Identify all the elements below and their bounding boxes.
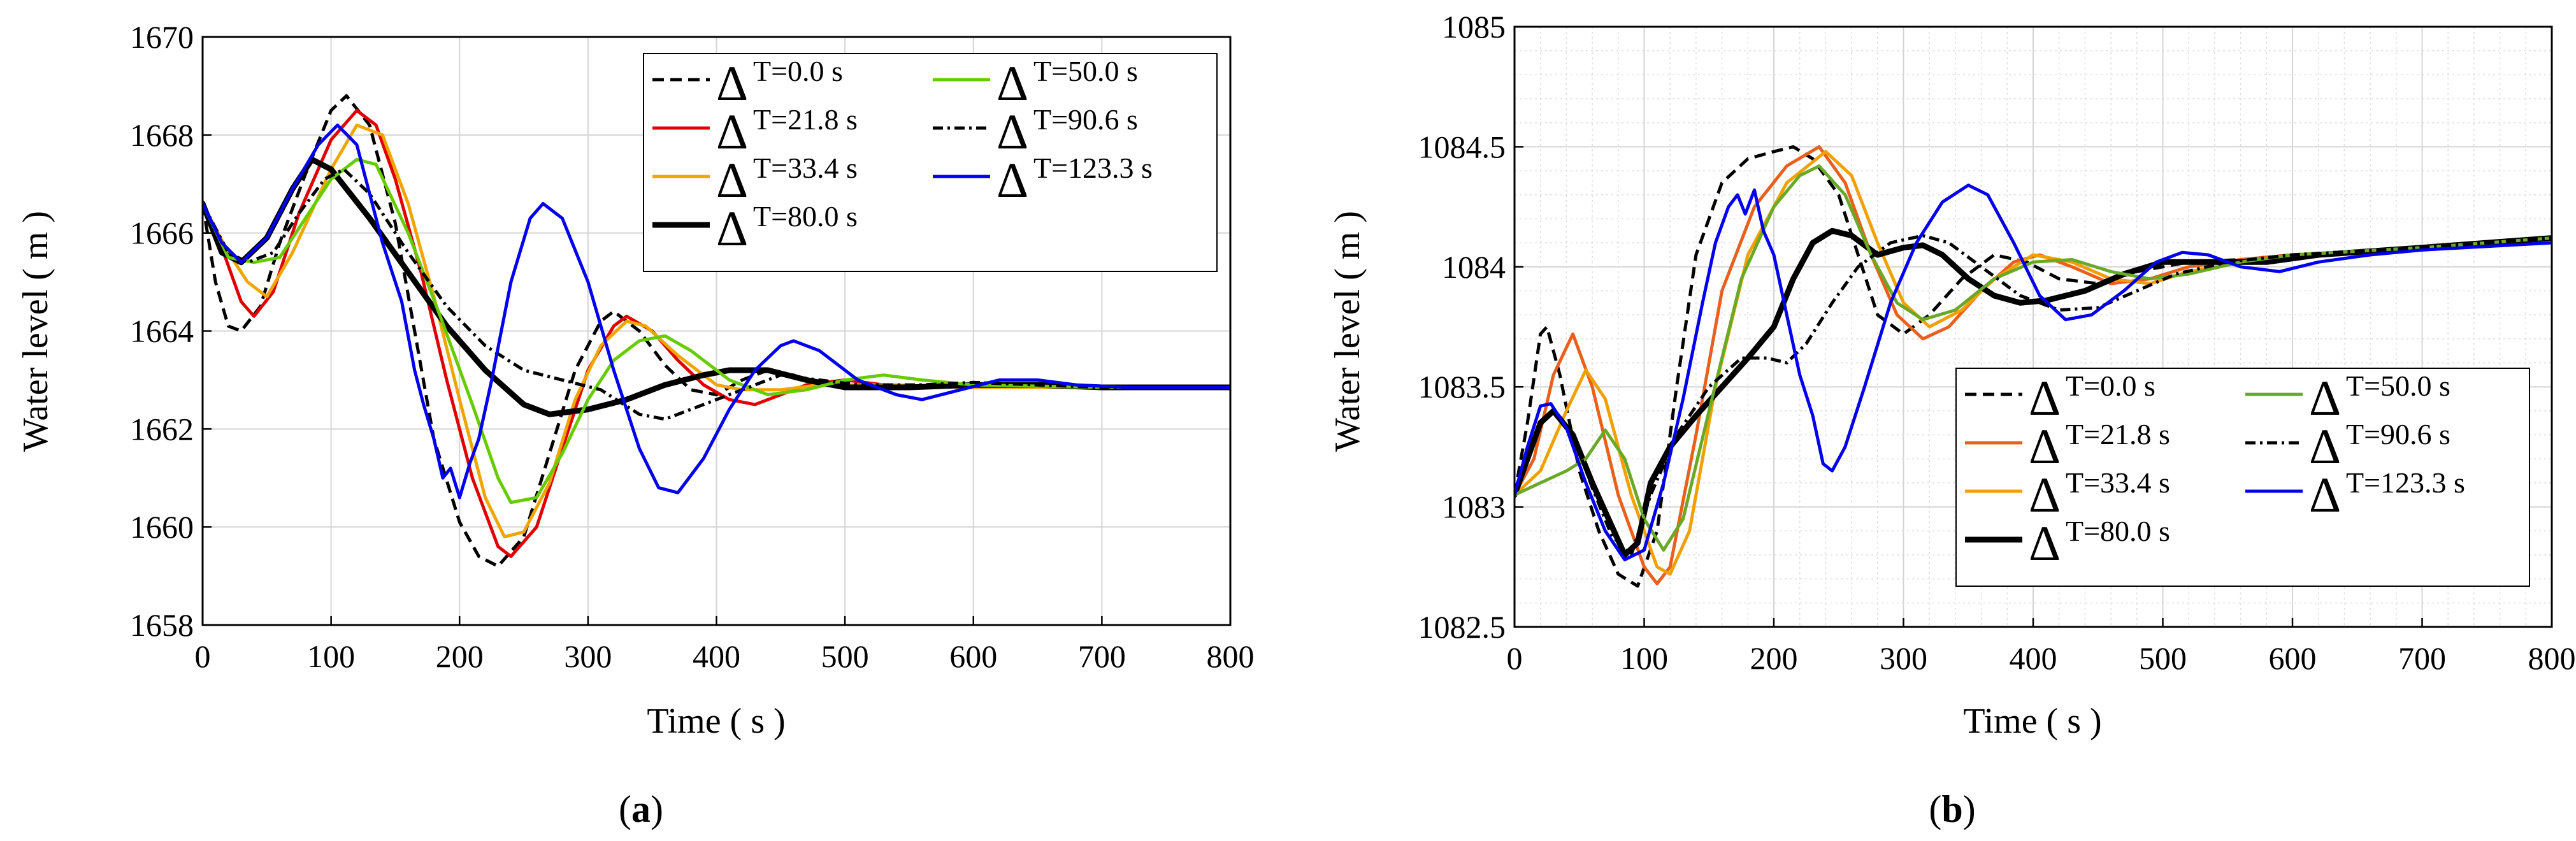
legend-delta-symbol: Δ [716,104,748,159]
legend-entry-label: T=80.0 s [753,200,858,233]
series-line-5 [203,168,1230,421]
series-line-3 [1515,227,2552,558]
legend-delta-symbol: Δ [2029,370,2061,426]
legend-delta-symbol: Δ [716,201,748,256]
panel-a-series [203,94,1230,568]
y-tick-label: 1668 [130,117,194,153]
legend-entry-label: T=0.0 s [753,55,843,87]
y-tick-label: 1662 [130,411,194,447]
y-tick-label: 1083 [1442,489,1506,525]
y-tick-label: 1084 [1442,249,1506,285]
legend-entry-label: T=33.4 s [753,152,858,184]
series-line-6 [1515,183,2552,561]
legend-entry-label: T=90.6 s [2346,418,2450,450]
panel-b-series [1515,145,2552,588]
legend-delta-symbol: Δ [2029,515,2061,571]
legend-delta-symbol: Δ [2309,370,2341,426]
x-tick-label: 800 [2528,640,2576,676]
legend-entry-label: T=21.8 s [753,103,858,136]
x-tick-label: 400 [2010,640,2057,676]
legend-delta-symbol: Δ [2029,419,2061,474]
legend-entry-label: T=123.3 s [2346,466,2465,499]
y-tick-label: 1664 [130,313,194,349]
legend-entry-label: T=21.8 s [2066,418,2170,450]
panel-b-x-axis-label: Time ( s ) [1963,701,2101,741]
panel-b-ticks: 0 100 200 300 400 500 600 700 800 1082.5 1083 1083.… [1418,9,2576,676]
legend-entry-label: T=50.0 s [1033,55,1138,87]
legend-entry-label: T=50.0 s [2346,370,2450,402]
y-tick-label: 1082.5 [1418,609,1506,645]
legend-delta-symbol: Δ [997,55,1028,111]
legend-delta-symbol: Δ [2029,467,2061,522]
y-tick-label: 1666 [130,215,194,251]
y-tick-label: 1658 [130,607,194,643]
panel-a-ticks: 0 100 200 300 400 500 600 700 800 1658 1660 1662 166… [130,19,1255,674]
panel-a: 0 100 200 300 400 500 600 700 800 1658 1660 1662 166… [16,19,1255,830]
panel-a-y-axis-label: Water level ( m ) [16,211,55,452]
x-tick-label: 200 [436,638,484,674]
panel-b-legend-box [1955,368,2530,587]
legend-delta-symbol: Δ [716,55,748,111]
x-tick-label: 200 [1750,640,1798,676]
panel-b-y-axis-label: Water level ( m ) [1328,211,1367,452]
y-tick-label: 1085 [1442,9,1506,45]
panel-b-legend: Δ T=0.0 sΔ T=21.8 sΔ T=33.4 sΔ T=80.0 sΔ T=50… [1955,368,2530,587]
legend-delta-symbol: Δ [2309,467,2341,522]
panel-b-caption-letter: b [1941,788,1962,830]
x-tick-label: 700 [1078,638,1126,674]
x-tick-label: 500 [821,638,869,674]
panel-a-legend: Δ T=0.0 sΔ T=21.8 sΔ T=33.4 sΔ T=80.0 sΔ T=50… [643,53,1218,272]
x-tick-label: 600 [949,638,997,674]
legend-entry-label: T=90.6 s [1033,103,1138,136]
panel-a-caption-letter: a [631,788,651,830]
series-line-4 [1515,164,2552,552]
panel-b: 0 100 200 300 400 500 600 700 800 1082.5 1083 1083.… [1328,9,2576,830]
y-tick-label: 1084.5 [1418,129,1506,164]
x-tick-label: 300 [1880,640,1927,676]
x-tick-label: 0 [1507,640,1523,676]
y-tick-label: 1660 [130,509,194,545]
x-tick-label: 100 [1620,640,1668,676]
x-tick-label: 400 [693,638,740,674]
x-tick-label: 800 [1207,638,1255,674]
y-tick-label: 1670 [130,19,194,55]
x-tick-label: 600 [2269,640,2317,676]
series-line-6 [203,123,1230,500]
legend-entry-label: T=123.3 s [1033,152,1153,184]
x-tick-label: 300 [564,638,612,674]
panel-b-caption: (b) [1929,788,1975,830]
panel-a-x-axis-label: Time ( s ) [647,701,785,741]
panel-a-legend-box [643,53,1218,272]
legend-delta-symbol: Δ [2309,419,2341,474]
x-tick-label: 100 [307,638,355,674]
panel-a-caption: (a) [619,788,663,830]
x-tick-label: 0 [195,638,211,674]
legend-entry-label: T=33.4 s [2066,466,2170,499]
y-tick-label: 1083.5 [1418,369,1506,405]
legend-entry-label: T=0.0 s [2066,370,2155,402]
legend-entry-label: T=80.0 s [2066,515,2170,547]
legend-delta-symbol: Δ [997,152,1028,208]
legend-delta-symbol: Δ [997,104,1028,159]
series-line-5 [1515,234,2552,557]
x-tick-label: 500 [2139,640,2187,676]
x-tick-label: 700 [2398,640,2446,676]
legend-delta-symbol: Δ [716,152,748,208]
